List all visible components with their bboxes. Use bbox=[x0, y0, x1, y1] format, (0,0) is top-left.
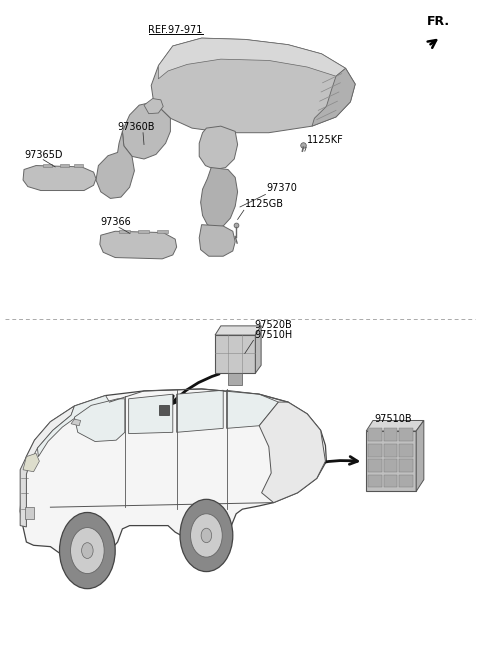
Bar bbox=[159, 405, 169, 415]
Polygon shape bbox=[151, 38, 355, 133]
Polygon shape bbox=[312, 68, 355, 126]
Polygon shape bbox=[71, 419, 81, 426]
Text: 1125GB: 1125GB bbox=[245, 199, 284, 209]
Bar bbox=[368, 474, 382, 487]
Polygon shape bbox=[227, 390, 278, 428]
Polygon shape bbox=[100, 231, 177, 259]
Text: 97366: 97366 bbox=[101, 217, 132, 227]
Polygon shape bbox=[366, 420, 424, 431]
Bar bbox=[399, 428, 413, 442]
Text: 97510H: 97510H bbox=[254, 330, 293, 340]
Polygon shape bbox=[177, 390, 223, 432]
Text: 1125KF: 1125KF bbox=[307, 135, 344, 145]
Bar bbox=[384, 459, 397, 472]
Bar bbox=[215, 335, 255, 373]
Bar bbox=[368, 444, 382, 457]
Polygon shape bbox=[74, 164, 83, 167]
Circle shape bbox=[180, 499, 233, 572]
Bar bbox=[399, 444, 413, 457]
Circle shape bbox=[201, 528, 212, 543]
Polygon shape bbox=[74, 399, 125, 442]
Polygon shape bbox=[144, 99, 163, 114]
Polygon shape bbox=[96, 131, 134, 198]
Bar bbox=[368, 428, 382, 442]
Bar bbox=[399, 474, 413, 487]
Polygon shape bbox=[20, 457, 30, 527]
Polygon shape bbox=[20, 389, 326, 560]
Bar bbox=[399, 459, 413, 472]
Text: 97370: 97370 bbox=[266, 183, 297, 193]
Polygon shape bbox=[158, 38, 346, 79]
Text: 97510B: 97510B bbox=[374, 414, 412, 424]
Polygon shape bbox=[215, 326, 261, 335]
Polygon shape bbox=[119, 230, 130, 233]
Text: 97520B: 97520B bbox=[254, 321, 292, 330]
Polygon shape bbox=[199, 126, 238, 170]
Polygon shape bbox=[199, 225, 235, 256]
Polygon shape bbox=[122, 102, 170, 159]
Polygon shape bbox=[37, 396, 109, 457]
Bar bbox=[384, 428, 397, 442]
Bar bbox=[228, 373, 242, 385]
Text: FR.: FR. bbox=[427, 14, 450, 28]
Polygon shape bbox=[366, 431, 416, 491]
Polygon shape bbox=[43, 164, 52, 167]
Circle shape bbox=[60, 512, 115, 589]
Bar bbox=[25, 507, 34, 519]
Polygon shape bbox=[416, 420, 424, 491]
Text: 97365D: 97365D bbox=[24, 150, 62, 160]
Polygon shape bbox=[201, 168, 238, 229]
Circle shape bbox=[191, 514, 222, 557]
Polygon shape bbox=[23, 166, 96, 191]
Polygon shape bbox=[255, 326, 261, 373]
Polygon shape bbox=[26, 406, 74, 463]
Text: REF.97-971: REF.97-971 bbox=[148, 24, 203, 35]
Polygon shape bbox=[138, 230, 149, 233]
Polygon shape bbox=[60, 164, 69, 167]
Bar bbox=[368, 459, 382, 472]
Text: 97360B: 97360B bbox=[118, 122, 155, 132]
Circle shape bbox=[82, 543, 93, 558]
Bar bbox=[384, 444, 397, 457]
Polygon shape bbox=[259, 402, 325, 503]
Bar bbox=[384, 474, 397, 487]
Polygon shape bbox=[129, 394, 173, 434]
Polygon shape bbox=[23, 453, 39, 472]
Circle shape bbox=[71, 528, 104, 574]
Polygon shape bbox=[157, 230, 168, 233]
